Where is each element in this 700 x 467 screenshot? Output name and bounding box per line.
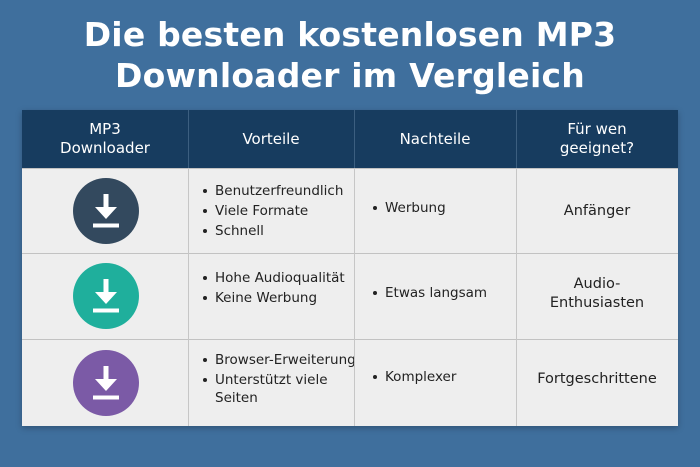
pros-list: Hohe Audioqualität Keine Werbung	[202, 268, 345, 308]
list-item: Keine Werbung	[202, 288, 345, 308]
download-icon	[73, 178, 139, 244]
audience-text: Fortgeschrittene	[537, 371, 657, 387]
header-divider	[188, 110, 189, 168]
table-header: MP3 Downloader Vorteile Nachteile Für we…	[22, 110, 678, 168]
download-icon	[73, 350, 139, 416]
downloader-badge	[73, 350, 139, 416]
table-row: Browser-Erweiterung Unterstützt viele Se…	[22, 339, 678, 427]
page-title: Die besten kostenlosen MP3 Downloader im…	[0, 14, 700, 96]
table-row: Benutzerfreundlich Viele Formate Schnell…	[22, 168, 678, 254]
list-item: Werbung	[372, 198, 446, 218]
comparison-table: MP3 Downloader Vorteile Nachteile Für we…	[22, 110, 678, 426]
list-item: Etwas langsam	[372, 283, 487, 303]
downloader-badge	[73, 263, 139, 329]
pros-list: Benutzerfreundlich Viele Formate Schnell	[202, 181, 343, 241]
column-divider	[516, 110, 517, 426]
audience-text: Anfänger	[563, 203, 631, 219]
header-pros-label: Vorteile	[242, 129, 300, 148]
list-item: Browser-Erweiterung	[202, 350, 356, 370]
header-audience: Für wen geeignet?	[516, 110, 678, 168]
list-item: Komplexer	[372, 367, 456, 387]
audience-cell: Fortgeschrittene	[516, 370, 678, 389]
header-cons-label: Nachteile	[399, 129, 471, 148]
audience-cell: Audio- Enthusiasten	[516, 275, 678, 313]
header-audience-line-2: geeignet?	[559, 139, 635, 157]
cons-list: Werbung	[372, 198, 446, 218]
header-downloader-line-2: Downloader	[60, 139, 150, 157]
audience-text-line-1: Audio-	[573, 276, 621, 292]
audience-text-line-2: Enthusiasten	[549, 295, 645, 311]
list-item: Hohe Audioqualität	[202, 268, 345, 288]
column-divider	[354, 110, 355, 426]
header-downloader: MP3 Downloader	[22, 110, 188, 168]
cons-list: Komplexer	[372, 367, 456, 387]
title-line-1: Die besten kostenlosen MP3	[83, 15, 617, 54]
list-item: Schnell	[202, 221, 343, 241]
header-divider	[516, 110, 517, 168]
column-divider	[188, 110, 189, 426]
list-item: Seiten	[215, 390, 258, 406]
audience-cell: Anfänger	[516, 202, 678, 221]
cons-list: Etwas langsam	[372, 283, 487, 303]
downloader-badge	[73, 178, 139, 244]
list-item: Unterstützt viele	[202, 370, 356, 390]
header-audience-line-1: Für wen	[567, 120, 627, 138]
list-item: Benutzerfreundlich	[202, 181, 343, 201]
title-line-2: Downloader im Vergleich	[115, 56, 585, 95]
header-cons: Nachteile	[354, 110, 516, 168]
header-downloader-line-1: MP3	[89, 120, 121, 138]
pros-list: Browser-Erweiterung Unterstützt viele Se…	[202, 350, 356, 408]
list-item: Viele Formate	[202, 201, 343, 221]
header-divider	[354, 110, 355, 168]
header-pros: Vorteile	[188, 110, 354, 168]
download-icon	[73, 263, 139, 329]
table-row: Hohe Audioqualität Keine Werbung Etwas l…	[22, 253, 678, 340]
